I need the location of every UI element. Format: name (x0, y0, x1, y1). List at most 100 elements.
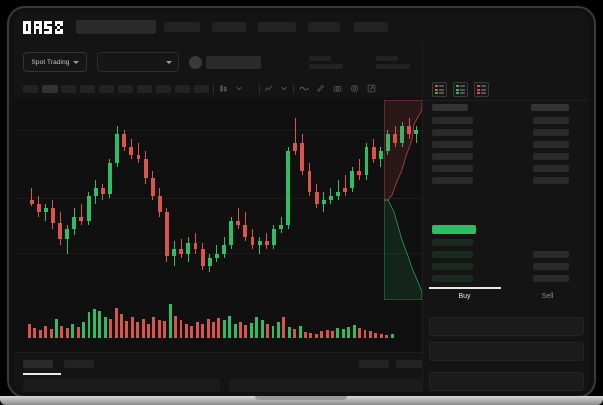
tab-open-orders[interactable] (23, 360, 53, 368)
candle-body (193, 243, 198, 250)
nav-item-1[interactable] (164, 22, 200, 32)
orderbook-ask-price-1[interactable] (432, 117, 473, 124)
search-input[interactable] (76, 20, 156, 34)
indicators-icon[interactable] (264, 84, 273, 93)
bottom-action-2[interactable] (396, 360, 426, 368)
orderbook-both-icon[interactable] (432, 82, 447, 97)
orderbook-bid-price-2[interactable] (432, 251, 473, 258)
candle-wick (294, 118, 296, 155)
trading-mode-selector[interactable]: Spot Trading (23, 52, 87, 72)
volume-bar (60, 325, 64, 338)
volume-bar (212, 321, 215, 338)
volume-bar (103, 317, 107, 338)
volume-bar (352, 324, 356, 338)
volume-bar (266, 323, 270, 338)
timeframe-10[interactable] (194, 85, 209, 93)
tab-sell[interactable]: Sell (541, 293, 554, 300)
amount-field[interactable] (429, 342, 584, 361)
device-screen: Spot Trading (14, 12, 589, 392)
orderbook-ask-amount-1 (533, 117, 569, 124)
candle-body (286, 150, 291, 225)
orders-box-1 (23, 379, 220, 392)
candle-body (165, 212, 169, 256)
volume-bar (55, 319, 59, 338)
pencil-icon[interactable] (316, 84, 325, 93)
volume-bar (228, 316, 232, 338)
candle-body (393, 134, 397, 143)
candle-body (172, 249, 177, 256)
orderbook-ask-price-4[interactable] (432, 153, 473, 160)
orderbook-bid-price-3[interactable] (432, 263, 473, 270)
orderbook-bid-price-4[interactable] (432, 275, 473, 282)
wave-line-icon[interactable] (299, 84, 310, 93)
timeframe-8[interactable] (156, 85, 171, 93)
timeframe-5[interactable] (99, 85, 114, 93)
volume-bar (136, 321, 140, 338)
trade-form-tabs: Buy Sell (423, 287, 589, 309)
volume-bar (385, 335, 389, 338)
nav-item-4[interactable] (308, 22, 340, 32)
tab-buy[interactable]: Buy (458, 293, 471, 300)
candle-body (321, 200, 326, 205)
volume-bar (233, 323, 237, 338)
nav-item-2[interactable] (212, 22, 246, 32)
volume-bar (309, 333, 313, 338)
bottom-action-1[interactable] (359, 360, 389, 368)
volume-bar (244, 324, 248, 338)
candle-body (357, 171, 362, 176)
orderbook-ask-price-2[interactable] (432, 129, 473, 136)
chevron-down-icon[interactable] (235, 84, 243, 92)
timeframe-7[interactable] (137, 85, 152, 93)
depth-bids-area (384, 199, 422, 300)
chevron-down-icon (72, 60, 79, 64)
timeframe-1[interactable] (23, 85, 38, 93)
candle-body (236, 220, 241, 225)
device-base-notch (255, 396, 347, 400)
candle-body (250, 237, 255, 246)
chart-toolbar (14, 80, 422, 99)
settings-icon[interactable] (350, 84, 359, 93)
candle-body (122, 134, 127, 147)
nav-item-3[interactable] (258, 22, 296, 32)
trading-pair-selector[interactable] (97, 52, 179, 72)
orderbook-bid-price-1[interactable] (432, 239, 473, 246)
volume-bar (336, 327, 340, 338)
volume-bar (276, 321, 280, 338)
total-field[interactable] (429, 372, 584, 391)
candle-wick (337, 179, 339, 201)
candle-body (364, 146, 369, 176)
price-chart[interactable] (14, 98, 422, 352)
timeframe-6[interactable] (118, 85, 133, 93)
fullscreen-icon[interactable] (367, 84, 376, 93)
camera-icon[interactable] (333, 84, 342, 93)
tab-order-history[interactable] (64, 360, 94, 368)
nav-item-5[interactable] (354, 22, 388, 32)
timeframe-2[interactable] (42, 85, 58, 93)
timeframe-9[interactable] (175, 85, 190, 93)
timeframe-3[interactable] (61, 85, 76, 93)
volume-bar (201, 323, 205, 338)
orderbook-ask-price-6[interactable] (432, 177, 473, 184)
candle-wick (358, 159, 360, 180)
chevron-down-icon[interactable] (280, 84, 288, 92)
price-field[interactable] (429, 317, 584, 336)
timeframe-4[interactable] (80, 85, 95, 93)
volume-bar (195, 321, 199, 338)
candle-body (86, 196, 91, 221)
volume-bar (368, 331, 372, 338)
orderbook-ask-price-3[interactable] (432, 141, 473, 148)
okx-logo[interactable] (23, 21, 65, 35)
volume-bar (114, 307, 118, 338)
candle-body (115, 134, 120, 164)
volume-bar (314, 334, 318, 338)
market-depth-overlay (384, 100, 422, 300)
orderbook-ask-price-5[interactable] (432, 165, 473, 172)
candlestick-chart-icon[interactable] (219, 84, 228, 93)
orderbook-bids-icon[interactable] (453, 82, 468, 97)
volume-bar (379, 334, 383, 338)
candle-wick (31, 187, 33, 207)
candle-wick (344, 175, 346, 197)
volume-bar (120, 314, 123, 338)
volume-bar (331, 331, 335, 338)
orderbook-asks-icon[interactable] (474, 82, 489, 97)
